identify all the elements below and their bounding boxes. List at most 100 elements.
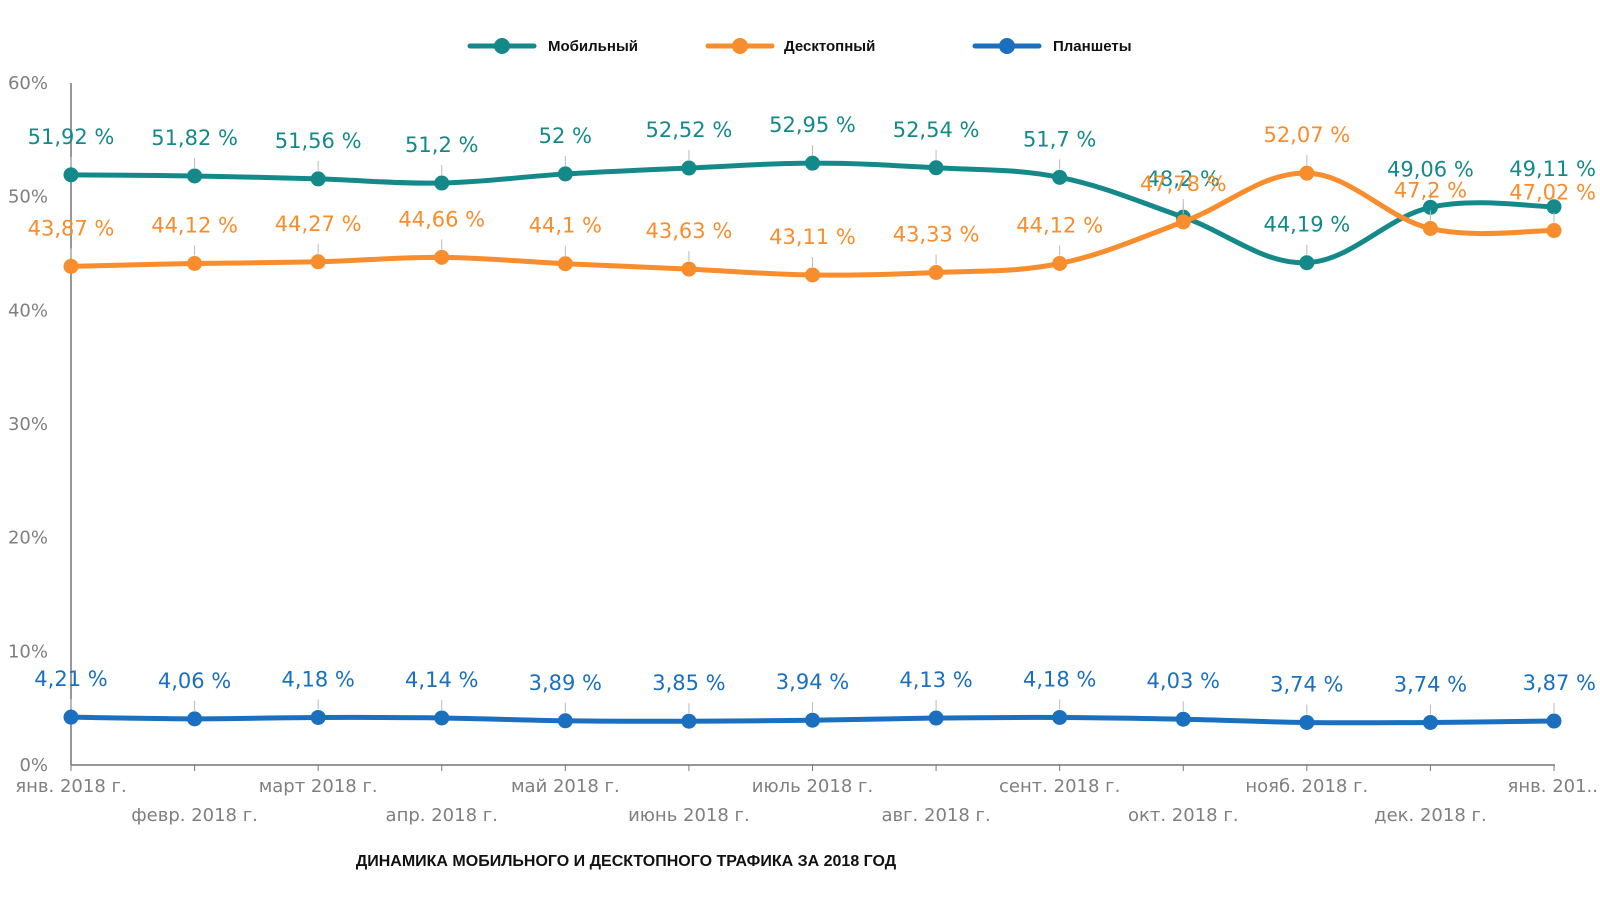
mobile-legend-label: Мобильный [548,38,638,55]
mobile-data-point [557,166,573,182]
mobile-data-label: 51,92 % [28,125,115,149]
tablet-data-point [805,712,820,728]
mobile-data-label: 44,19 % [1263,213,1350,237]
mobile-data-label: 49,06 % [1387,157,1474,181]
desktop-legend-label: Десктопный [784,38,875,55]
tablet-data-label: 4,13 % [899,668,972,692]
x-tick-label: март 2018 г. [259,776,378,797]
desktop-data-point [63,258,79,274]
y-tick-label: 30% [8,414,48,435]
desktop-data-label: 44,1 % [529,214,602,238]
y-tick-label: 10% [8,641,48,662]
x-tick-label: нояб. 2018 г. [1245,776,1368,797]
desktop-data-label: 52,07 % [1263,123,1350,147]
tablet-data-point [1546,713,1562,729]
tablet-data-label: 3,94 % [776,670,849,694]
y-tick-label: 50% [8,187,48,208]
desktop-data-label: 47,78 % [1140,172,1227,196]
mobile-data-point [434,175,450,191]
desktop-data-label: 44,27 % [275,212,362,236]
tablet-data-point [310,709,326,725]
desktop-data-label: 44,12 % [1016,214,1103,238]
desktop-data-point [1175,214,1191,230]
x-tick-label: авг. 2018 г. [881,805,990,826]
mobile-data-point [928,160,944,176]
mobile-data-point [1546,199,1562,215]
mobile-data-point [187,168,203,184]
tablet-data-label: 3,85 % [652,671,725,695]
mobile-data-point [805,155,820,171]
tablet-legend-label: Планшеты [1053,38,1132,55]
mobile-data-point [1299,255,1315,271]
desktop-legend-marker [732,38,748,54]
tablet-data-label: 4,18 % [281,667,354,691]
desktop-data-label: 47,2 % [1394,178,1467,202]
chart-data-labels: 51,92 % 51,82 % 51,56 % 51,2 % 52 % 52,52 % 52… [28,113,1596,696]
tablet-data-point [1299,714,1315,730]
desktop-data-point [1299,165,1315,181]
x-tick-label: янв. 2018 г. [15,776,126,797]
tablet-data-label: 4,14 % [405,668,478,692]
desktop-data-point [1546,223,1562,239]
desktop-data-point [187,256,203,272]
mobile-data-label: 49,11 % [1509,157,1596,181]
desktop-data-point [310,254,326,270]
tablet-data-point [1175,711,1191,727]
desktop-data-point [557,256,573,272]
tablet-data-point [434,710,450,726]
desktop-data-point [805,267,820,283]
x-tick-label: сент. 2018 г. [999,776,1120,797]
tablet-data-label: 3,74 % [1394,672,1467,696]
mobile-data-label: 52 % [539,124,592,148]
desktop-data-label: 44,12 % [151,214,238,238]
tablet-data-point [1052,709,1068,725]
desktop-data-point [928,264,944,280]
chart-series-lines [63,145,1562,730]
mobile-data-point [1422,199,1438,215]
mobile-data-label: 51,82 % [151,126,238,150]
desktop-data-point [434,249,450,265]
mobile-data-point [681,160,697,176]
y-tick-label: 40% [8,300,48,321]
tablet-data-label: 4,21 % [34,667,107,691]
y-tick-label: 0% [19,755,48,776]
x-tick-label: июнь 2018 г. [628,805,750,826]
y-tick-label: 20% [8,528,48,549]
mobile-data-label: 52,95 % [769,113,856,137]
x-tick-label: апр. 2018 г. [386,805,498,826]
desktop-data-label: 43,63 % [646,219,733,243]
tablet-data-label: 3,87 % [1523,671,1596,695]
tablet-data-point [681,713,697,729]
mobile-data-label: 51,2 % [405,133,478,157]
mobile-data-label: 52,54 % [893,118,980,142]
tablet-data-point [1422,714,1438,730]
x-tick-label: февр. 2018 г. [131,805,258,826]
x-tick-label: янв. 201.. [1508,776,1598,797]
mobile-data-label: 51,7 % [1023,127,1096,151]
y-tick-label: 60% [8,73,48,94]
mobile-data-label: 51,56 % [275,129,362,153]
tablet-data-label: 4,18 % [1023,667,1096,691]
mobile-data-point [310,171,326,187]
x-tick-label: июль 2018 г. [752,776,873,797]
desktop-data-label: 43,33 % [893,222,980,246]
tablet-data-label: 3,89 % [529,671,602,695]
desktop-data-point [1052,256,1068,272]
tablet-legend-marker [999,38,1015,54]
tablet-data-label: 4,06 % [158,669,231,693]
x-tick-label: май 2018 г. [511,776,620,797]
x-tick-label: дек. 2018 г. [1374,805,1487,826]
desktop-data-label: 44,66 % [398,207,485,231]
desktop-data-point [681,261,697,277]
tablet-data-point [63,709,79,725]
desktop-data-label: 43,11 % [769,225,856,249]
desktop-data-label: 47,02 % [1509,181,1596,205]
x-tick-label: окт. 2018 г. [1128,805,1239,826]
mobile-data-label: 48,2 % [1147,167,1220,191]
tablet-data-point [187,711,203,727]
chart-title: ДИНАМИКА МОБИЛЬНОГО И ДЕСКТОПНОГО ТРАФИК… [356,853,897,870]
tablet-data-label: 4,03 % [1147,669,1220,693]
chart-legend: Мобильный Десктопный Планшеты [467,38,1132,55]
mobile-data-label: 52,52 % [646,118,733,142]
